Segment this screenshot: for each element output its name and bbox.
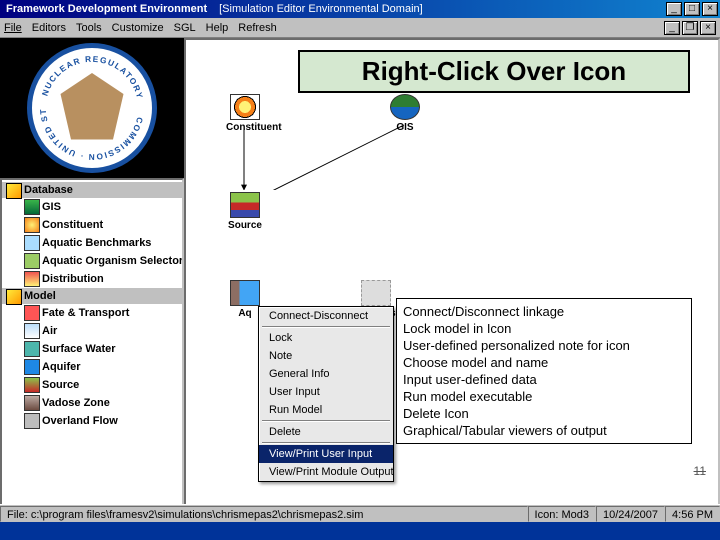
ctx-note[interactable]: Note xyxy=(259,347,393,365)
mdi-minimize-button[interactable]: _ xyxy=(664,21,680,35)
app-title: Framework Development Environment xyxy=(2,3,207,15)
canvas-node-gis[interactable]: GIS xyxy=(386,94,424,133)
document-title: [Simulation Editor Environmental Domain] xyxy=(207,3,666,15)
minimize-button[interactable]: _ xyxy=(666,2,682,16)
workspace: NUCLEAR REGULATORY COMMISSION · UNITED S… xyxy=(0,38,720,522)
window-titlebar: Framework Development Environment [Simul… xyxy=(0,0,720,18)
window-controls: _ □ × xyxy=(666,2,718,16)
menu-help[interactable]: Help xyxy=(206,22,229,34)
menu-refresh[interactable]: Refresh xyxy=(238,22,277,34)
tree-item-air[interactable]: Air xyxy=(2,322,182,340)
statusbar: File: c:\program files\framesv2\simulati… xyxy=(0,504,720,522)
maximize-button[interactable]: □ xyxy=(684,2,700,16)
tree-item-gis[interactable]: GIS xyxy=(2,198,182,216)
slide-number: 11 xyxy=(694,464,706,478)
aquifer-icon xyxy=(230,280,260,306)
mdi-restore-button[interactable]: ❐ xyxy=(682,21,698,35)
ctx-view-module-output[interactable]: View/Print Module Output xyxy=(259,463,393,481)
tree-item-vadose-zone[interactable]: Vadose Zone xyxy=(2,394,182,412)
tree-item-source[interactable]: Source xyxy=(2,376,182,394)
desc-line: Choose model and name xyxy=(403,354,685,371)
desc-line: Delete Icon xyxy=(403,405,685,422)
ctx-delete[interactable]: Delete xyxy=(259,423,393,441)
menu-tools[interactable]: Tools xyxy=(76,22,102,34)
desc-line: Connect/Disconnect linkage xyxy=(403,303,685,320)
ctx-user-input[interactable]: User Input xyxy=(259,383,393,401)
desc-line: User-defined personalized note for icon xyxy=(403,337,685,354)
source-icon xyxy=(230,192,260,218)
context-menu[interactable]: Connect-Disconnect Lock Note General Inf… xyxy=(258,306,394,482)
menu-customize[interactable]: Customize xyxy=(112,22,164,34)
tree-item-benchmarks[interactable]: Aquatic Benchmarks xyxy=(2,234,182,252)
ctx-lock[interactable]: Lock xyxy=(259,329,393,347)
tree-item-overland-flow[interactable]: Overland Flow xyxy=(2,412,182,430)
tree-item-aquifer[interactable]: Aquifer xyxy=(2,358,182,376)
pathways-icon xyxy=(361,280,391,306)
menu-file[interactable]: File xyxy=(4,22,22,34)
nrc-seal: NUCLEAR REGULATORY COMMISSION · UNITED S… xyxy=(27,43,157,173)
desc-line: Input user-defined data xyxy=(403,371,685,388)
agency-seal-box: NUCLEAR REGULATORY COMMISSION · UNITED S… xyxy=(0,38,184,178)
description-box: Connect/Disconnect linkage Lock model in… xyxy=(396,298,692,444)
menu-editors[interactable]: Editors xyxy=(32,22,66,34)
constituent-icon xyxy=(230,94,260,120)
callout-banner: Right-Click Over Icon xyxy=(298,50,690,93)
node-label: Source xyxy=(226,220,264,231)
node-label: Constituent xyxy=(226,122,264,133)
desc-line: Lock model in Icon xyxy=(403,320,685,337)
gis-icon xyxy=(390,94,420,120)
desc-line: Run model executable xyxy=(403,388,685,405)
tree-section-database[interactable]: Database xyxy=(2,182,182,198)
close-button[interactable]: × xyxy=(702,2,718,16)
tree-item-organism[interactable]: Aquatic Organism Selector xyxy=(2,252,182,270)
left-panel: NUCLEAR REGULATORY COMMISSION · UNITED S… xyxy=(0,38,184,522)
status-date: 10/24/2007 xyxy=(596,506,665,522)
canvas-node-constituent[interactable]: Constituent xyxy=(226,94,264,133)
tree-item-surface-water[interactable]: Surface Water xyxy=(2,340,182,358)
mdi-window-controls: _ ❐ × xyxy=(664,21,716,35)
ctx-connect-disconnect[interactable]: Connect-Disconnect xyxy=(259,307,393,325)
desc-line: Graphical/Tabular viewers of output xyxy=(403,422,685,439)
ctx-general-info[interactable]: General Info xyxy=(259,365,393,383)
ctx-view-user-input[interactable]: View/Print User Input xyxy=(259,445,393,463)
desktop-taskbar xyxy=(0,522,720,540)
tree-item-distribution[interactable]: Distribution xyxy=(2,270,182,288)
status-filepath: File: c:\program files\framesv2\simulati… xyxy=(0,506,528,522)
tree-item-constituent[interactable]: Constituent xyxy=(2,216,182,234)
simulation-canvas[interactable]: Right-Click Over Icon Constituent GIS So… xyxy=(184,38,720,522)
canvas-node-source[interactable]: Source xyxy=(226,192,264,231)
tree-section-model[interactable]: Model xyxy=(2,288,182,304)
node-label: GIS xyxy=(386,122,424,133)
menubar: File Editors Tools Customize SGL Help Re… xyxy=(0,18,720,38)
menu-sgl[interactable]: SGL xyxy=(174,22,196,34)
palette-tree[interactable]: Database GIS Constituent Aquatic Benchma… xyxy=(0,178,184,522)
tree-item-fate-transport[interactable]: Fate & Transport xyxy=(2,304,182,322)
status-icon-cell: Icon: Mod3 xyxy=(528,506,596,522)
mdi-close-button[interactable]: × xyxy=(700,21,716,35)
status-time: 4:56 PM xyxy=(665,506,720,522)
ctx-run-model[interactable]: Run Model xyxy=(259,401,393,419)
